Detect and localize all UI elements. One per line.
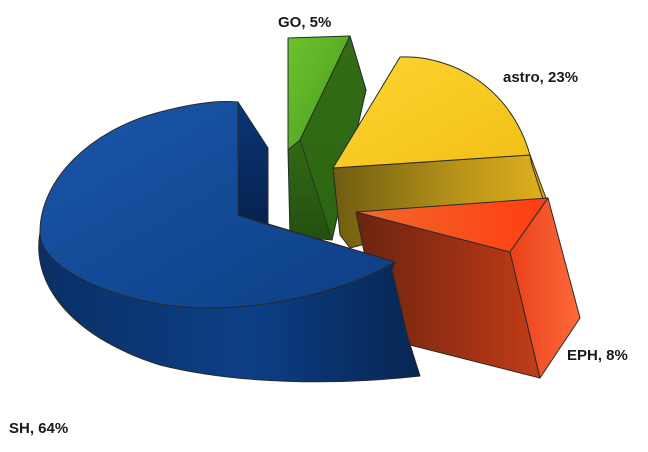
slice-label-go: GO, 5% [278, 14, 331, 31]
slice-label-sh: SH, 64% [9, 420, 68, 437]
slice-sh-cut-right [237, 214, 396, 263]
slice-eph-side [509, 197, 581, 379]
slice-sh-top [39, 101, 396, 309]
slice-go [287, 35, 367, 241]
slice-label-eph: EPH, 8% [567, 347, 628, 364]
slice-sh [38, 101, 421, 383]
slice-sh-cut-left [237, 101, 269, 226]
slice-label-astro: astro, 23% [503, 69, 578, 86]
slice-astro-top [332, 56, 531, 169]
slice-go-edge [299, 35, 367, 241]
